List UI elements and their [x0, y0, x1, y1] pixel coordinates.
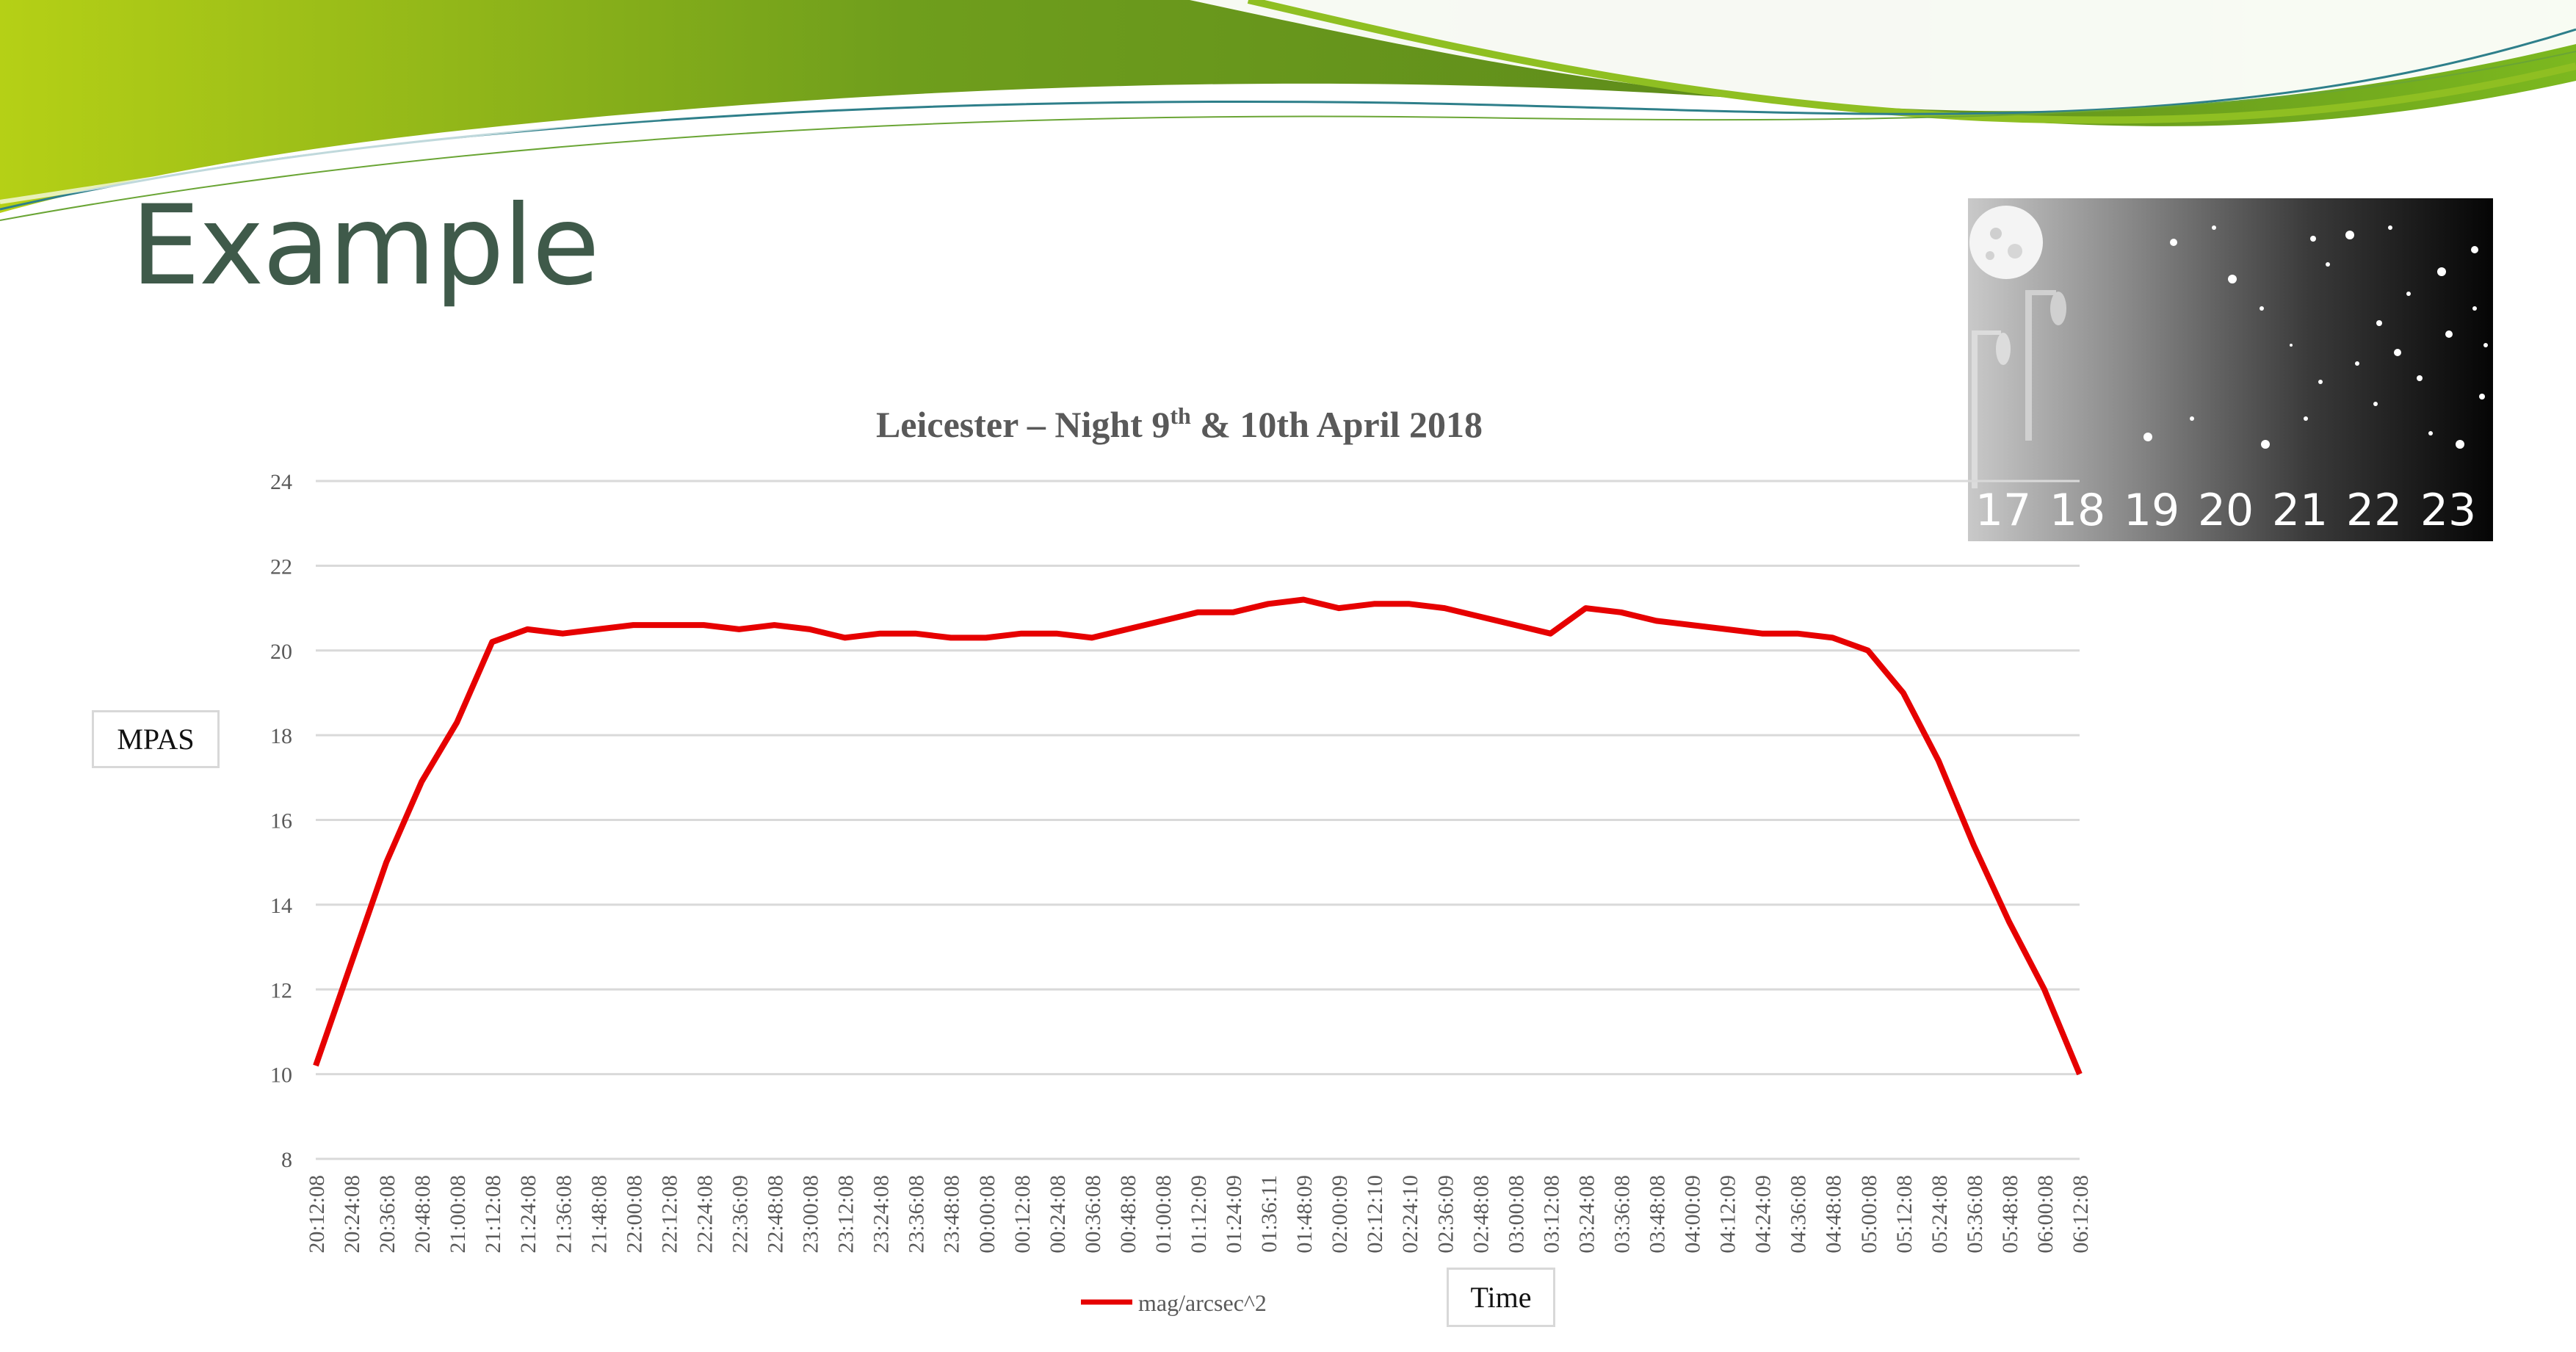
- x-tick-label: 05:48:08: [1998, 1175, 2022, 1254]
- header-banner: [0, 0, 2576, 221]
- y-tick-label: 8: [281, 1148, 292, 1172]
- x-tick-label: 00:24:08: [1046, 1175, 1070, 1254]
- x-tick-label: 20:12:08: [305, 1175, 329, 1254]
- x-tick-label: 21:48:08: [587, 1175, 611, 1254]
- x-tick-label: 03:48:08: [1646, 1175, 1670, 1254]
- x-tick-label: 21:12:08: [481, 1175, 505, 1254]
- x-tick-label: 20:24:08: [340, 1175, 364, 1254]
- street-lamp-icon: [1972, 330, 2011, 488]
- y-tick-label: 12: [270, 978, 292, 1002]
- x-tick-label: 23:48:08: [940, 1175, 964, 1254]
- legend-label: mag/arcsec^2: [1138, 1290, 1267, 1316]
- x-tick-label: 05:36:08: [1963, 1175, 1987, 1254]
- x-tick-label: 01:00:08: [1151, 1175, 1176, 1254]
- sky-brightness-scale-image: 17 18 19 20 21 22 23: [1968, 198, 2493, 541]
- x-tick-label: 02:24:10: [1398, 1175, 1422, 1254]
- moon-icon: [1969, 206, 2043, 279]
- x-tick-label: 00:36:08: [1081, 1175, 1105, 1254]
- x-tick-label: 05:12:08: [1892, 1175, 1917, 1254]
- chart-legend: mag/arcsec^2: [1081, 1290, 1267, 1316]
- x-tick-label: 21:36:08: [551, 1175, 576, 1254]
- x-tick-label: 05:24:08: [1928, 1175, 1952, 1254]
- y-tick-label: 18: [270, 724, 292, 748]
- series-line: [313, 596, 2083, 1076]
- x-tick-label: 20:36:08: [375, 1175, 399, 1254]
- x-tick-label: 02:00:09: [1328, 1175, 1352, 1254]
- sky-scale-number: 18: [2049, 485, 2105, 536]
- x-tick-label: 01:24:09: [1222, 1175, 1246, 1254]
- x-tick-label: 06:00:08: [2033, 1175, 2058, 1254]
- x-tick-label: 01:12:09: [1187, 1175, 1211, 1254]
- x-tick-label: 21:00:08: [446, 1175, 470, 1254]
- x-tick-label: 03:00:08: [1504, 1175, 1528, 1254]
- sky-scale-number: 17: [1975, 485, 2031, 536]
- x-tick-label: 04:24:09: [1751, 1175, 1776, 1254]
- x-tick-label: 00:48:08: [1116, 1175, 1140, 1254]
- x-tick-label: 22:48:08: [764, 1175, 788, 1254]
- sky-scale-number: 22: [2346, 485, 2402, 536]
- x-tick-label: 20:48:08: [410, 1175, 435, 1254]
- x-tick-label: 05:00:08: [1857, 1175, 1881, 1254]
- x-tick-label: 04:00:09: [1681, 1175, 1705, 1254]
- y-axis-label: MPAS: [92, 710, 220, 768]
- x-tick-label: 23:36:08: [905, 1175, 929, 1254]
- y-tick-label: 10: [270, 1063, 292, 1088]
- x-tick-label: 23:24:08: [869, 1175, 894, 1254]
- x-tick-label: 04:12:09: [1716, 1175, 1740, 1254]
- x-tick-label: 01:36:11: [1257, 1175, 1281, 1253]
- sky-scale-number: 20: [2198, 485, 2254, 536]
- x-tick-label: 04:48:08: [1822, 1175, 1846, 1254]
- street-lamp-icon-2: [2025, 290, 2066, 441]
- x-tick-label: 01:48:09: [1292, 1175, 1317, 1254]
- x-tick-label: 21:24:08: [516, 1175, 540, 1254]
- x-axis-label: Time: [1447, 1268, 1555, 1327]
- x-tick-label: 03:12:08: [1539, 1175, 1563, 1254]
- chart-title: Leicester – Night 9th & 10th April 2018: [876, 402, 1483, 445]
- sky-scale-number: 19: [2124, 485, 2179, 536]
- sky-scale-number: 23: [2420, 485, 2476, 536]
- x-tick-label: 02:12:10: [1363, 1175, 1387, 1254]
- x-tick-label: 02:36:09: [1433, 1175, 1458, 1254]
- x-tick-label: 06:12:08: [2069, 1175, 2093, 1254]
- stars-icon: [2143, 225, 2488, 449]
- y-tick-label: 14: [270, 894, 292, 918]
- sky-scale-number: 21: [2272, 485, 2328, 536]
- y-tick-label: 16: [270, 809, 292, 834]
- x-tick-label: 00:00:08: [975, 1175, 999, 1254]
- y-tick-label: 20: [270, 640, 292, 664]
- x-tick-label: 22:12:08: [657, 1175, 681, 1254]
- x-tick-label: 02:48:08: [1469, 1175, 1493, 1254]
- x-tick-label: 00:12:08: [1010, 1175, 1035, 1254]
- y-tick-label: 24: [270, 470, 292, 494]
- x-tick-label: 22:36:09: [728, 1175, 752, 1254]
- x-tick-label: 03:36:08: [1610, 1175, 1634, 1254]
- x-tick-label: 22:00:08: [622, 1175, 646, 1254]
- x-tick-label: 23:12:08: [834, 1175, 858, 1254]
- x-tick-label: 23:00:08: [799, 1175, 823, 1254]
- x-tick-label: 22:24:08: [692, 1175, 717, 1254]
- x-tick-label: 04:36:08: [1787, 1175, 1811, 1254]
- x-tick-label: 03:24:08: [1574, 1175, 1599, 1254]
- slide-title: Example: [131, 182, 600, 310]
- y-tick-label: 22: [270, 554, 292, 579]
